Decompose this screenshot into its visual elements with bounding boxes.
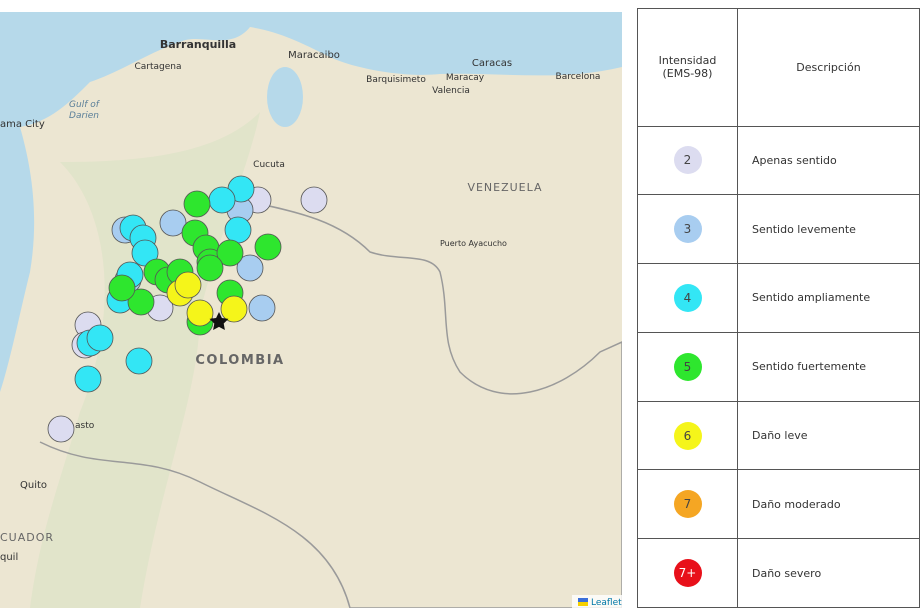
intensity-cell: 7 <box>637 469 738 540</box>
border <box>39 201 622 608</box>
flag <box>578 598 588 602</box>
intensity-cell: 2 <box>637 125 738 196</box>
intensity-cell: 7+ <box>637 538 738 608</box>
intensity-report[interactable] <box>224 216 252 244</box>
epicenter[interactable] <box>209 312 229 330</box>
description-cell: Sentido ampliamente <box>737 263 920 333</box>
place-label: Cucuta <box>253 160 285 170</box>
place-label: Quito <box>20 480 47 491</box>
intensity-cell: 6 <box>637 400 738 471</box>
intensity-report[interactable] <box>300 186 328 214</box>
lake <box>267 67 303 127</box>
intensity-badge: 3 <box>673 215 702 244</box>
header-cell: Intensidad (EMS-98) <box>637 8 738 127</box>
place-label: Barquisimeto <box>366 75 426 85</box>
intensity-badge: 6 <box>673 421 702 450</box>
intensity-report[interactable] <box>125 347 153 375</box>
description-cell: Daño leve <box>737 400 920 471</box>
intensity-cell: 4 <box>637 263 738 333</box>
intensity-report[interactable] <box>196 254 224 282</box>
description-cell: Sentido levemente <box>737 194 920 265</box>
intensity-report[interactable] <box>174 271 202 299</box>
description-cell: Sentido fuertemente <box>737 331 920 402</box>
legend-row: 7 Daño moderado <box>637 469 920 540</box>
legend-row: 4 Sentido ampliamente <box>637 263 920 333</box>
place-label: quil <box>0 552 18 563</box>
intensity-report[interactable] <box>236 254 264 282</box>
intensity-report[interactable] <box>74 365 102 393</box>
legend-table: Intensidad (EMS-98) Descripción 2 Apenas … <box>637 8 920 608</box>
intensity-report[interactable] <box>208 186 236 214</box>
legend-row: 6 Daño leve <box>637 400 920 471</box>
intensity-report[interactable] <box>86 324 114 352</box>
place-label: asto <box>75 421 95 431</box>
intensity-cell: 5 <box>637 331 738 402</box>
legend-row: 2 Apenas sentido <box>637 125 920 196</box>
map: Barranquilla Cartagena Maracaibo Caracas… <box>0 12 622 608</box>
intensity-report[interactable] <box>216 239 244 267</box>
header-row: Intensidad (EMS-98) Descripción <box>637 8 920 127</box>
intensity-badge: 7+ <box>673 559 702 588</box>
place-label: Barcelona <box>556 72 601 82</box>
place-label: Cartagena <box>134 62 181 72</box>
water-label: Gulf of <box>69 100 101 110</box>
country-label: CUADOR <box>0 531 54 544</box>
intensity-report[interactable] <box>254 233 282 261</box>
intensity-report[interactable] <box>220 295 248 323</box>
intensity-report[interactable] <box>127 288 155 316</box>
legend-row: 5 Sentido fuertemente <box>637 331 920 402</box>
country-label: VENEZUELA <box>467 181 542 194</box>
water-label: Darien <box>69 111 99 121</box>
intensity-report[interactable] <box>131 239 159 267</box>
place-label: Caracas <box>472 58 512 69</box>
flag <box>578 602 588 606</box>
intensity-report[interactable] <box>248 294 276 322</box>
intensity-report[interactable] <box>186 299 214 327</box>
place-label: ama City <box>0 119 45 130</box>
attribution[interactable]: Leaflet <box>591 598 622 608</box>
intensity-report[interactable] <box>47 415 75 443</box>
header-cell: Descripción <box>737 8 920 127</box>
description-cell: Daño moderado <box>737 469 920 540</box>
intensity-badge: 4 <box>673 283 702 312</box>
place-label: Puerto Ayacucho <box>440 239 507 248</box>
place-label: Maracay <box>446 73 485 83</box>
intensity-cell: 3 <box>637 194 738 265</box>
legend-row: 7+ Daño severo <box>637 538 920 608</box>
legend-row: 3 Sentido levemente <box>637 194 920 265</box>
sea <box>0 12 622 392</box>
place-label: Barranquilla <box>160 38 236 51</box>
intensity-badge: 5 <box>673 352 702 381</box>
intensity-badge: 7 <box>673 490 702 519</box>
place-label: Maracaibo <box>288 50 340 61</box>
place-label: Valencia <box>432 86 470 96</box>
intensity-report[interactable] <box>183 190 211 218</box>
country-label: COLOMBIA <box>195 353 284 368</box>
intensity-report[interactable] <box>108 274 136 302</box>
description-cell: Apenas sentido <box>737 125 920 196</box>
intensity-badge: 2 <box>673 146 702 175</box>
intensity-report[interactable] <box>159 209 187 237</box>
description-cell: Daño severo <box>737 538 920 608</box>
